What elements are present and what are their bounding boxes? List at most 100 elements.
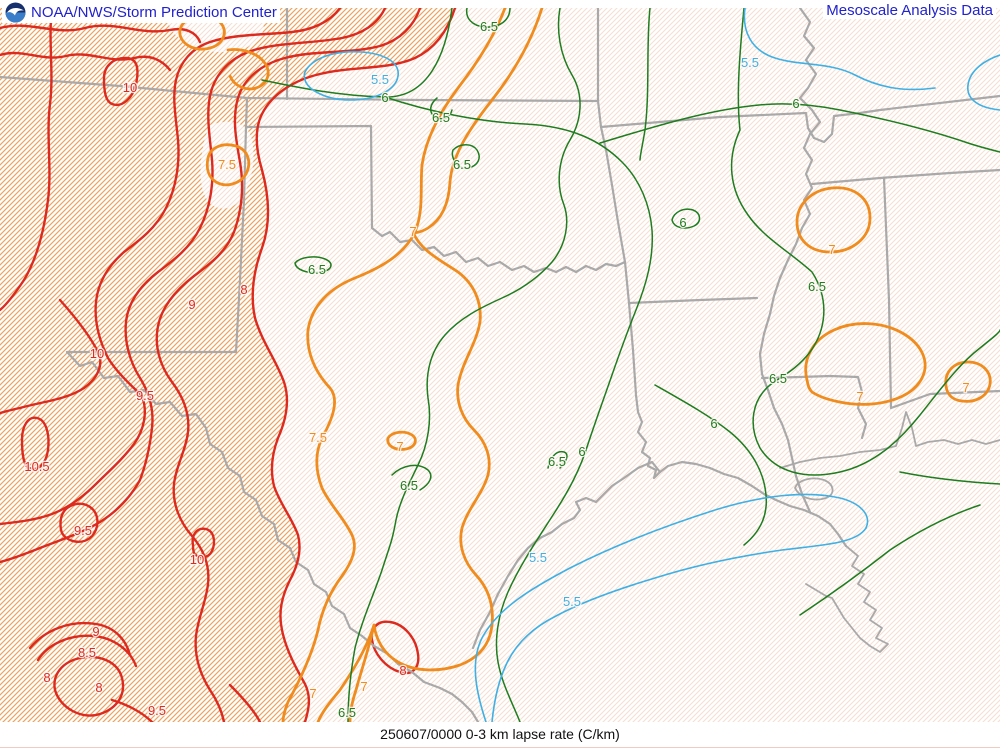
border-nm-tx <box>65 125 248 354</box>
contour-label-green-6.5: 6.5 <box>769 371 787 386</box>
contour-6p5-top-arc <box>465 7 511 28</box>
contour-label-green-6.5: 6.5 <box>453 157 471 172</box>
contour-label-orange-7: 7 <box>856 389 863 404</box>
contour-label-red-10.5: 10.5 <box>24 459 49 474</box>
header-left: NOAA/NWS/Storm Prediction Center <box>2 2 280 23</box>
contour-red-west-line <box>0 6 54 312</box>
contour-9-arc-south <box>28 621 132 657</box>
contour-label-orange-7.5: 7.5 <box>309 430 327 445</box>
contour-5p5-coast-inner <box>491 527 867 723</box>
contour-green-br-corner <box>899 471 1000 485</box>
border-mo-ar <box>599 94 1000 144</box>
contour-9p5 <box>0 6 342 526</box>
contour-6-east-smile <box>599 103 1000 153</box>
contour-5p5-ks-oval <box>303 50 399 101</box>
contour-6-gulf-east <box>799 504 981 616</box>
contour-label-cyan-5.5: 5.5 <box>529 550 547 565</box>
contour-7-ring-ms-north <box>795 186 872 254</box>
contour-label-red-8.5: 8.5 <box>78 645 96 660</box>
mississippi-river <box>758 6 822 514</box>
contour-label-orange-7: 7 <box>828 242 835 257</box>
contour-label-orange-7: 7 <box>396 439 403 454</box>
map-caption: 250607/0000 0-3 km lapse rate (C/km) <box>380 726 620 742</box>
contour-6-top-branch <box>639 7 651 161</box>
contour-7p5-ring-west <box>205 143 251 187</box>
contour-labels: 10 10 9 9.5 10.5 9.5 10 9 8.5 8 8 9.5 8 8 7.5 7.5 7 7 7 7 7 7… <box>23 18 971 722</box>
contour-5p5-ne <box>743 7 936 91</box>
contour-6p5-arc-ctx <box>391 464 432 491</box>
contour-red-wiggle-top1 <box>0 24 202 44</box>
site-title: NOAA/NWS/Storm Prediction Center <box>31 4 277 21</box>
contour-7-ring-ms-south <box>804 322 927 406</box>
mississippi-delta <box>805 545 889 653</box>
contour-label-red-8: 8 <box>240 282 247 297</box>
contours-green <box>261 7 1000 723</box>
hatched-region-ge8 <box>0 8 455 722</box>
contour-label-red-8: 8 <box>43 670 50 685</box>
contours-red <box>0 6 457 724</box>
contour-label-red-9: 9 <box>188 297 195 312</box>
mesoscale-analysis-map: 10 10 9 9.5 10.5 9.5 10 9 8.5 8 8 9.5 8 8 7.5 7.5 7 7 7 7 7 7… <box>0 6 1000 724</box>
contour-label-cyan-5.5: 5.5 <box>371 72 389 87</box>
border-tn-ms <box>810 168 1000 186</box>
contour-6-la <box>654 384 768 546</box>
contour-8-main <box>251 6 457 724</box>
contour-label-red-9.5: 9.5 <box>148 703 166 718</box>
contour-label-green-6.5: 6.5 <box>400 478 418 493</box>
contour-6p5-hook-coast <box>547 450 568 469</box>
contour-5p5-coast-outer <box>474 493 869 723</box>
contour-label-green-6: 6 <box>792 96 799 111</box>
contour-label-orange-7.5: 7.5 <box>218 157 236 172</box>
contour-label-red-9: 9 <box>92 624 99 639</box>
contour-7-ring-east <box>944 360 992 403</box>
border-ok-ar <box>596 99 627 264</box>
contour-label-cyan-5.5: 5.5 <box>563 594 581 609</box>
contour-label-green-6.5: 6.5 <box>548 454 566 469</box>
border-ms-al <box>882 176 893 410</box>
contour-6-central <box>384 96 654 723</box>
gulf-coastline <box>471 460 848 650</box>
contour-7-tail <box>316 623 376 724</box>
contour-red-bottom-diag <box>228 683 262 724</box>
border-tx-ar-la <box>623 260 662 480</box>
contour-label-orange-7: 7 <box>309 686 316 701</box>
contour-9p5-diag-south <box>110 698 154 724</box>
border-ar-la <box>627 296 759 305</box>
contour-6p5-ring1 <box>451 144 480 169</box>
contour-label-red-10: 10 <box>90 346 104 361</box>
contour-6p5-main <box>347 7 581 723</box>
contour-orange-pocket-arc2 <box>226 48 270 91</box>
contour-label-green-6.5: 6.5 <box>432 110 450 125</box>
border-al-fl <box>889 389 1000 410</box>
contour-label-green-6.5: 6.5 <box>480 19 498 34</box>
contour-label-red-9.5: 9.5 <box>136 388 154 403</box>
contour-red-wiggle-top2 <box>0 51 172 72</box>
header-right: Mesoscale Analysis Data <box>823 2 996 19</box>
noaa-logo-icon <box>5 2 26 23</box>
contours-orange <box>178 6 992 724</box>
page-title: Mesoscale Analysis Data <box>826 2 993 19</box>
contour-10-ring-south <box>191 527 216 559</box>
contour-label-green-6: 6 <box>578 444 585 459</box>
contour-label-green-6.5: 6.5 <box>338 705 356 720</box>
pocket-southwest <box>53 655 125 717</box>
ms-al-coast <box>779 411 1000 469</box>
contour-label-red-8: 8 <box>95 680 102 695</box>
contour-label-orange-7: 7 <box>962 380 969 395</box>
contour-10p5-ring <box>20 416 50 471</box>
contour-7-main <box>348 6 544 724</box>
contour-6p5-hook <box>429 97 453 120</box>
contour-10-line <box>0 298 102 415</box>
lake-pontchartrain <box>794 477 834 501</box>
bottom-divider <box>0 747 1000 748</box>
map-svg: 10 10 9 9.5 10.5 9.5 10 9 8.5 8 8 9.5 8 8 7.5 7.5 7 7 7 7 7 7… <box>0 6 1000 724</box>
contour-8p5-arc-south <box>36 634 138 668</box>
contour-label-green-6: 6 <box>679 215 686 230</box>
pocket-west <box>200 121 254 209</box>
contour-6p5-ring-panhandle <box>294 256 332 274</box>
contour-8p5 <box>155 6 422 724</box>
contour-label-red-9.5: 9.5 <box>74 523 92 538</box>
contour-5p5-ne-corner <box>967 54 1000 111</box>
contour-label-green-6: 6 <box>710 416 717 431</box>
contours-cyan <box>303 7 1000 723</box>
